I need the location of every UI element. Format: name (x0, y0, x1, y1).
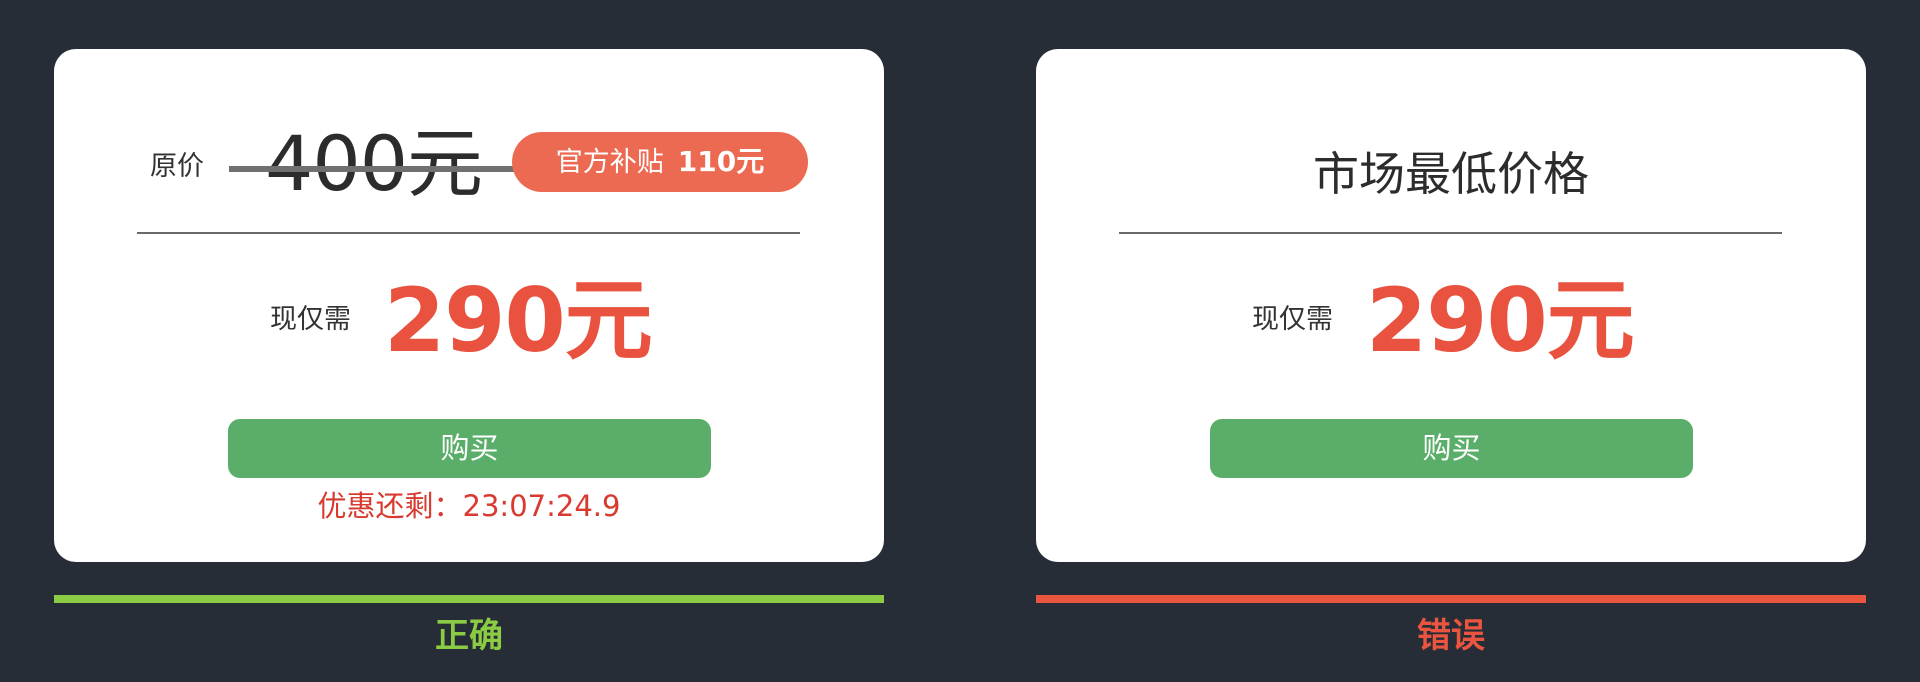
strikethrough-line (229, 166, 547, 172)
subsidy-badge: 官方补贴 110元 (512, 132, 808, 192)
subsidy-label: 官方补贴 (555, 146, 664, 178)
wrong-indicator-bar (1036, 595, 1866, 603)
original-price: 400元 (265, 119, 483, 208)
current-price: 290元 (1366, 269, 1635, 372)
price-card-wrong: 市场最低价格 现仅需 290元 购买 (1036, 49, 1866, 562)
wrong-label: 错误 (1417, 616, 1485, 656)
current-price-label: 现仅需 (1252, 304, 1333, 335)
current-price: 290元 (384, 269, 653, 372)
headline: 市场最低价格 (1313, 147, 1589, 201)
divider (137, 232, 800, 234)
subsidy-amount: 110元 (677, 145, 765, 178)
divider (1119, 232, 1782, 234)
correct-indicator-bar (54, 595, 884, 603)
price-card-correct: 原价 400元 官方补贴 110元 现仅需 290元 购买 优惠还剩：23:07… (54, 49, 884, 562)
correct-label: 正确 (435, 616, 503, 656)
original-price-label: 原价 (150, 151, 204, 182)
buy-button[interactable]: 购买 (1210, 419, 1693, 478)
buy-button[interactable]: 购买 (228, 419, 711, 478)
discount-countdown: 优惠还剩：23:07:24.9 (317, 489, 621, 523)
current-price-label: 现仅需 (270, 304, 351, 335)
